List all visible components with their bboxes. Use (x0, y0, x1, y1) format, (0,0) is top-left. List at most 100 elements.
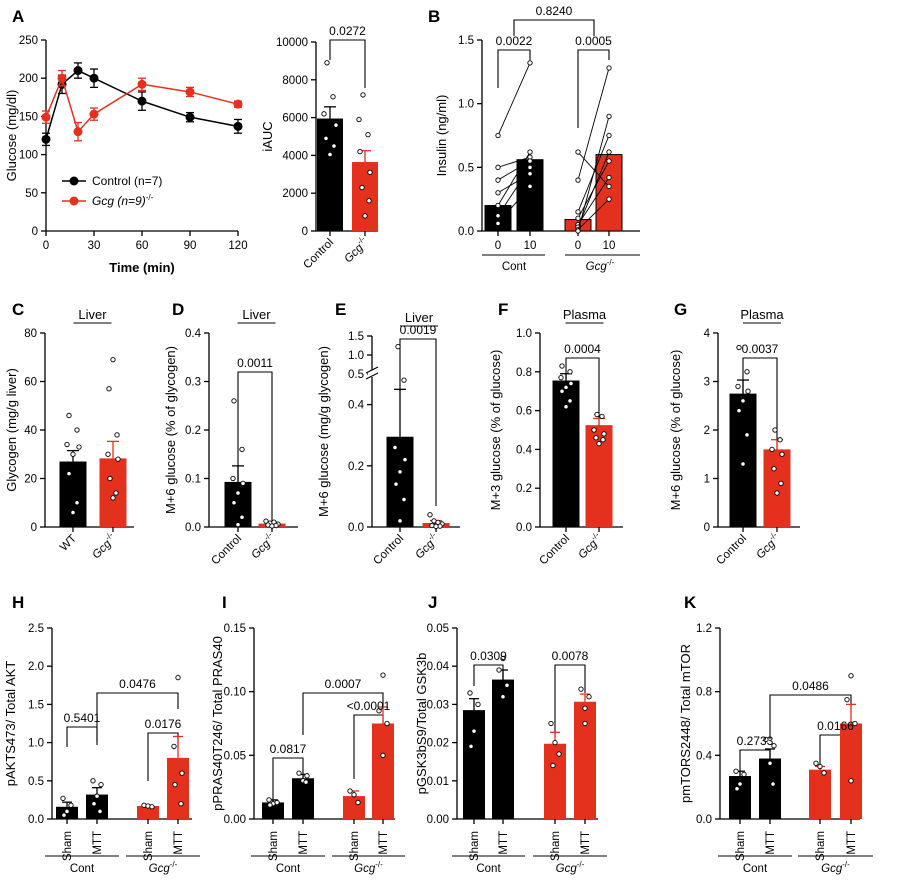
panel-label-G: G (674, 300, 687, 319)
individual-point (575, 215, 581, 221)
x-tick-label: MTT (378, 831, 390, 855)
legend-swatch-gcg (69, 196, 79, 206)
x-tick-label: Sham (62, 831, 74, 861)
axis-break-mark (365, 366, 379, 374)
p-bracket (272, 757, 304, 803)
individual-point (771, 743, 777, 749)
x-tick-label: 0 (43, 240, 49, 252)
data-point (137, 79, 147, 89)
p-value: 0.0817 (270, 742, 307, 756)
y-tick-label: 0.4 (516, 444, 533, 456)
y-tick-label: 0.4 (348, 400, 365, 412)
group-label-gcg: Gcg-/- (586, 258, 615, 273)
y-tick-label: 0.10 (224, 687, 246, 699)
individual-point (149, 804, 155, 810)
data-point (41, 112, 51, 122)
individual-point (813, 760, 819, 766)
label-superscript: -/- (577, 860, 585, 869)
individual-point (504, 682, 510, 688)
data-point (41, 134, 51, 144)
x-tick-label: Sham (735, 831, 747, 861)
individual-point (110, 495, 116, 501)
individual-point (179, 770, 185, 776)
paired-line (497, 151, 531, 206)
y-tick-label: 3 (704, 377, 710, 389)
bar (167, 757, 189, 819)
p-value: 0.0486 (792, 679, 829, 693)
individual-point (575, 209, 581, 215)
x-tick-label: MTT (846, 831, 858, 855)
y-axis-title: pGSK3bS9/Total GSK3b (414, 653, 429, 795)
data-point (89, 109, 99, 119)
legend-swatch-control (69, 176, 79, 186)
y-tick-label: 0.4 (696, 750, 713, 762)
y-axis-title: pmTORS2448/ Total mTOR (678, 644, 693, 803)
panel-title: Liver (78, 307, 107, 322)
y-tick-label: 250 (19, 35, 38, 47)
y-tick-label: 0.01 (427, 776, 449, 788)
y-axis-title: iAUC (260, 121, 275, 151)
y-tick-label: 0.02 (427, 738, 449, 750)
bar (262, 802, 284, 819)
individual-point (401, 496, 407, 503)
individual-point (397, 518, 403, 524)
p-value: 0.0037 (742, 342, 779, 356)
group-label-gcg: Gcg-/- (354, 860, 383, 875)
individual-point (61, 812, 67, 818)
individual-point (397, 469, 403, 475)
data-point (89, 73, 99, 83)
individual-point (231, 500, 237, 506)
panel-label-A: A (12, 7, 24, 26)
p-value: <0.0001 (347, 699, 391, 713)
label-italic: Gcg (556, 863, 578, 875)
p-bracket (554, 664, 586, 737)
panel-label-H: H (12, 593, 24, 612)
p-value: 0.0166 (817, 719, 854, 733)
label-italic: Gcg (n=9) (92, 194, 146, 208)
panel-title: Plasma (740, 307, 784, 322)
x-tick-label: 90 (184, 240, 197, 252)
y-tick-label: 80 (24, 328, 37, 340)
panel-label-C: C (12, 300, 24, 319)
x-tick-label: MTT (92, 831, 104, 855)
individual-point (330, 94, 336, 100)
individual-point (817, 763, 823, 770)
data-point (57, 73, 67, 83)
y-tick-label: 0.5 (28, 776, 44, 788)
y-tick-label: 1.5 (458, 35, 474, 47)
p-value: 0.0005 (575, 34, 612, 48)
individual-point (606, 65, 612, 71)
paired-line (577, 151, 610, 228)
paired-line (497, 186, 531, 224)
y-tick-label: 1.5 (28, 699, 44, 711)
individual-point (475, 701, 481, 708)
bar (86, 794, 108, 819)
p-bracket (513, 19, 595, 36)
individual-point (239, 514, 245, 520)
individual-point (395, 343, 401, 350)
individual-point (267, 802, 273, 808)
p-value: 0.0309 (470, 649, 507, 663)
individual-point (575, 228, 581, 234)
individual-point (304, 773, 310, 779)
y-tick-label: 60 (24, 377, 37, 389)
p-bracket (237, 371, 273, 522)
individual-point (269, 523, 275, 529)
individual-point (606, 174, 612, 181)
individual-point (178, 801, 184, 807)
individual-point (848, 673, 854, 679)
y-tick-label: 2000 (282, 188, 308, 200)
bar-control (317, 118, 343, 231)
individual-point (500, 694, 506, 700)
individual-point (357, 148, 363, 155)
individual-point (74, 500, 80, 506)
category-label: Control (301, 237, 336, 272)
individual-point (359, 184, 365, 191)
individual-point (600, 437, 606, 443)
category-label: Control (371, 533, 406, 568)
p-value: 0.0078 (552, 649, 589, 663)
individual-point (500, 655, 506, 662)
bar (492, 679, 514, 819)
y-tick-label: 0.0 (516, 522, 532, 534)
y-tick-label: 0 (704, 522, 710, 534)
